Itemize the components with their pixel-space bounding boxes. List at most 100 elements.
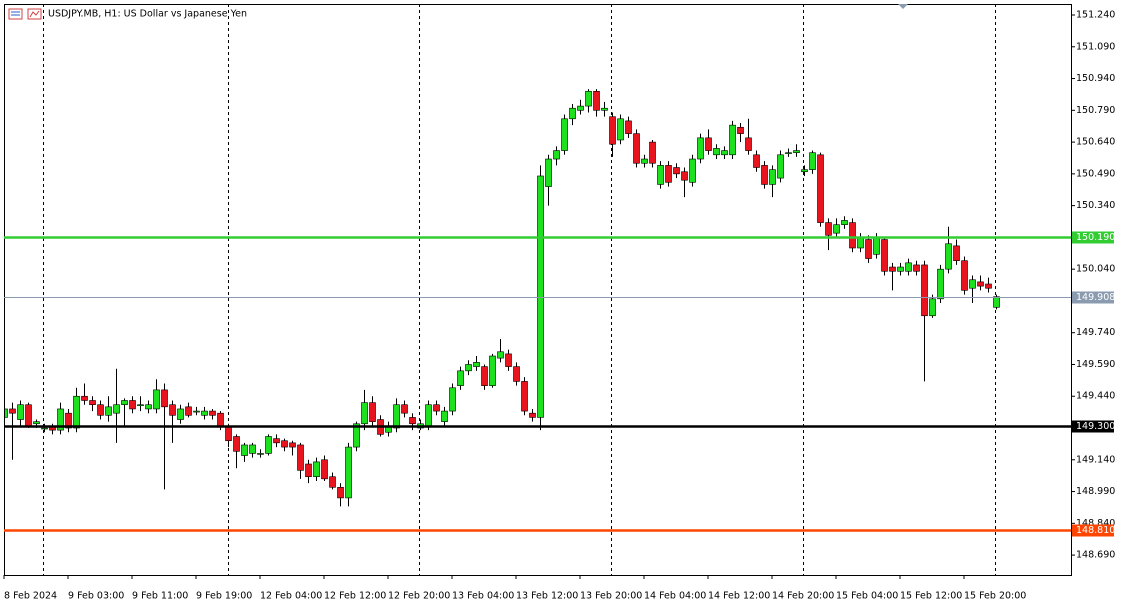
candle-body [73, 395, 80, 429]
candle-body [649, 141, 656, 164]
y-tick-label: 149.590 [1076, 359, 1115, 370]
candle-body [297, 444, 304, 471]
y-tick-label: 149.440 [1076, 391, 1115, 402]
candle-body [153, 389, 160, 410]
candle-body [313, 461, 320, 478]
y-tick-label: 150.640 [1076, 137, 1115, 148]
y-tick-label: 151.090 [1076, 41, 1115, 52]
candle-body [241, 444, 248, 456]
candle-body [545, 158, 552, 187]
candle-body [433, 404, 440, 412]
x-tick-label: 9 Feb 11:00 [132, 591, 188, 602]
candle-body [57, 408, 64, 431]
x-tick-label: 15 Feb 04:00 [836, 591, 898, 602]
price-level-label: 148.810 [1076, 525, 1115, 536]
candle-body [169, 404, 176, 416]
candle-body [97, 404, 104, 416]
shift-marker [898, 4, 908, 9]
candle-body [513, 366, 520, 382]
x-tick-label: 13 Feb 20:00 [580, 591, 642, 602]
candle-body [689, 158, 696, 183]
candle-body [273, 438, 280, 444]
candle-body [585, 90, 592, 107]
candle-body [329, 476, 336, 488]
price-level-tag [1072, 420, 1114, 433]
candle-body [537, 175, 544, 418]
y-tick-label: 149.740 [1076, 327, 1115, 338]
candle-body [729, 124, 736, 156]
price-level-tag [1072, 231, 1114, 244]
candle-body [33, 421, 40, 425]
candle-body [905, 262, 912, 272]
price-level-label: 149.908 [1076, 292, 1115, 303]
candle-body [161, 389, 168, 408]
candle-body [505, 353, 512, 367]
candle-body [601, 107, 608, 111]
candle-body [777, 154, 784, 179]
candle-body [185, 406, 192, 416]
candle-body [529, 412, 536, 418]
candle-body [65, 412, 72, 429]
candle-body [849, 222, 856, 249]
candle-body [865, 239, 872, 259]
y-tick-label: 148.690 [1076, 550, 1115, 561]
candle-body [929, 298, 936, 317]
candle-body [977, 281, 984, 287]
candle-body [721, 150, 728, 156]
candle-body [969, 279, 976, 289]
candle-body [761, 165, 768, 185]
candle-body [817, 154, 824, 223]
candle-body [345, 446, 352, 499]
x-tick-label: 12 Feb 12:00 [324, 591, 386, 602]
candle-body [857, 237, 864, 249]
candle-body [937, 268, 944, 300]
candle-body [401, 404, 408, 414]
candle-body [801, 169, 808, 173]
candle-body [9, 408, 16, 414]
x-tick-label: 15 Feb 12:00 [900, 591, 962, 602]
candle-body [521, 381, 528, 412]
candle-body [641, 158, 648, 164]
candle-body [985, 283, 992, 289]
candle-body [497, 351, 504, 359]
x-tick-label: 14 Feb 20:00 [772, 591, 834, 602]
price-level-label: 150.190 [1076, 232, 1115, 243]
x-tick-label: 13 Feb 12:00 [516, 591, 578, 602]
candle-body [145, 404, 152, 410]
candle-body [609, 116, 616, 145]
candle-body [657, 165, 664, 185]
candle-body [289, 442, 296, 448]
candle-body [673, 167, 680, 175]
symbol-icons [8, 8, 42, 20]
candle-body [89, 400, 96, 406]
price-level-tag [1072, 291, 1114, 304]
candle-body [465, 364, 472, 372]
candle-body [441, 410, 448, 422]
candle-body [665, 165, 672, 183]
candle-body [209, 410, 216, 416]
y-tick-label: 148.990 [1076, 486, 1115, 497]
candle-body [193, 410, 200, 413]
candle-body [305, 463, 312, 478]
candle-body [257, 453, 264, 455]
candle-body [121, 400, 128, 406]
candle-body [409, 417, 416, 425]
candle-body [457, 370, 464, 386]
candle-body [953, 245, 960, 261]
x-tick-label: 9 Feb 03:00 [68, 591, 124, 602]
price-level-tag [1072, 524, 1114, 537]
candle-body [105, 406, 112, 416]
candle-body [393, 404, 400, 429]
candle-body [889, 266, 896, 272]
y-tick-label: 150.040 [1076, 264, 1115, 275]
candle-body [617, 118, 624, 141]
candle-body [449, 387, 456, 412]
candle-body [25, 404, 32, 427]
x-tick-label: 14 Feb 12:00 [708, 591, 770, 602]
x-tick-label: 9 Feb 19:00 [196, 591, 252, 602]
candle-body [897, 266, 904, 272]
candle-body [785, 152, 792, 154]
candle-body [681, 171, 688, 181]
